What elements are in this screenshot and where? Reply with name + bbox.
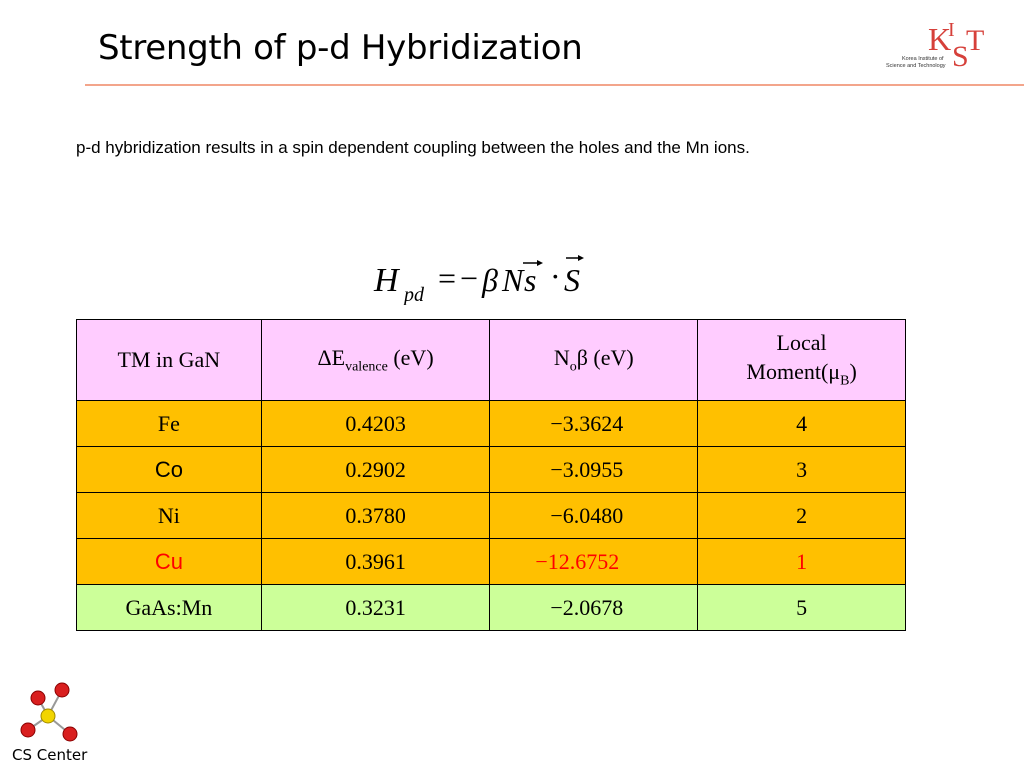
table-row: Co 0.2902 −3.0955 3 <box>76 446 906 493</box>
row-ni-n0-beta: −6.0480 <box>489 492 699 539</box>
row-co-name: Co <box>76 446 262 493</box>
svg-text:K: K <box>928 21 951 57</box>
row-co-moment: 3 <box>697 446 906 493</box>
formula-n: N <box>501 262 525 298</box>
row-co-n0-beta: −3.0955 <box>489 446 699 493</box>
molecule-icon <box>20 682 78 742</box>
svg-text:S: S <box>952 40 969 73</box>
hybridization-table: TM in GaN ΔEvalence (eV) Noβ (eV) Local M… <box>76 319 906 631</box>
row-cu-n0-beta: −12.6752 <box>489 538 699 585</box>
row-fe-moment: 4 <box>697 400 906 447</box>
slide-title: Strength of p-d Hybridization <box>98 28 583 68</box>
row-gaasmn-name: GaAs:Mn <box>76 584 262 631</box>
kist-logo-line2: Science and Technology <box>886 63 946 69</box>
kist-logo-mark: K I S T <box>928 19 984 73</box>
table-row: Ni 0.3780 −6.0480 2 <box>76 492 906 539</box>
cs-center-label: CS Center <box>12 746 88 764</box>
svg-text:I: I <box>948 19 955 41</box>
hamiltonian-formula: H pd = − β N s · S <box>373 255 584 305</box>
table-header-row: TM in GaN ΔEvalence (eV) Noβ (eV) Local M… <box>76 319 906 401</box>
kist-logo: K I S T Korea Institute of Science and T… <box>886 14 996 74</box>
formula-beta: β <box>481 262 498 298</box>
kist-logo-line1: Korea Institute of <box>902 56 944 62</box>
intro-text: p-d hybridization results in a spin depe… <box>76 138 750 157</box>
row-gaasmn-n0-beta: −2.0678 <box>489 584 699 631</box>
row-ni-delta-e: 0.3780 <box>260 492 491 539</box>
table-row: GaAs:Mn 0.3231 −2.0678 5 <box>76 584 906 631</box>
formula-pd: pd <box>402 284 425 305</box>
formula-s-small: s <box>524 262 536 298</box>
row-ni-moment: 2 <box>697 492 906 539</box>
table-row: Fe 0.4203 −3.3624 4 <box>76 400 906 447</box>
formula-dot: · <box>550 258 561 294</box>
title-divider <box>85 84 1024 86</box>
header-delta-e: ΔEvalence (eV) <box>260 319 491 401</box>
formula-minus: − <box>460 260 478 296</box>
formula-vector-arrowhead-big-s <box>578 255 584 261</box>
table-row: Cu 0.3961 −12.6752 1 <box>76 538 906 585</box>
row-cu-moment: 1 <box>697 538 906 585</box>
formula-s-big: S <box>564 262 580 298</box>
row-gaasmn-delta-e: 0.3231 <box>260 584 491 631</box>
row-gaasmn-moment: 5 <box>697 584 906 631</box>
formula-h: H <box>373 262 401 299</box>
row-co-delta-e: 0.2902 <box>260 446 491 493</box>
header-tm: TM in GaN <box>76 319 262 401</box>
header-n0-beta: Noβ (eV) <box>489 319 699 401</box>
row-cu-delta-e: 0.3961 <box>260 538 491 585</box>
header-local-moment: Local Moment(μB) <box>697 319 906 401</box>
svg-text:T: T <box>966 24 984 57</box>
formula-equals: = <box>438 260 456 296</box>
row-cu-name: Cu <box>76 538 262 585</box>
formula-vector-arrowhead-s <box>537 260 543 266</box>
row-fe-n0-beta: −3.3624 <box>489 400 699 447</box>
row-fe-delta-e: 0.4203 <box>260 400 491 447</box>
row-fe-name: Fe <box>76 400 262 447</box>
row-ni-name: Ni <box>76 492 262 539</box>
